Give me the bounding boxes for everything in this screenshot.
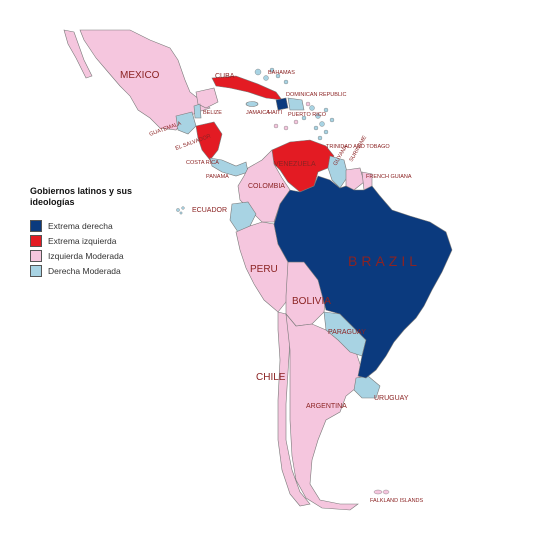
label-trinidad: TRINIDAD AND TOBAGO [326,144,390,150]
label-uruguay: URUGUAY [374,395,409,402]
legend-title: Gobiernos latinos y sus ideologías [30,186,133,207]
legend-item-moderate-left: Izquierda Moderada [30,248,170,263]
label-falklands: FALKLAND ISLANDS [370,498,424,504]
venezuela-region[interactable] [271,139,335,193]
galapagos-islands [176,206,185,215]
dominican-republic-region[interactable] [287,97,305,111]
label-mexico: MEXICO [120,70,160,81]
haiti-region[interactable] [275,97,289,111]
falkland-islands [373,489,390,495]
brazil-region[interactable] [273,175,453,379]
swatch-moderate-left [30,249,42,262]
label-chile: CHILE [256,372,286,383]
map-legend: Gobiernos latinos y sus ideologías Extre… [30,186,170,278]
label-belize: BELIZE [203,110,222,116]
belize-region[interactable] [193,103,202,119]
lesser-antilles-pink [273,101,311,131]
label-colombia: COLOMBIA [248,183,285,190]
bahamas-islands [254,67,289,85]
swatch-extreme-right [30,219,42,232]
label-jamaica: JAMAICA [246,110,270,116]
nicaragua-region[interactable] [195,121,223,161]
swatch-moderate-right [30,264,42,277]
legend-item-extreme-left: Extrema izquierda [30,233,170,248]
chile-region[interactable] [277,311,311,507]
cuba-region[interactable] [211,75,283,101]
label-brazil: BRAZIL [348,253,421,269]
label-puerto-rico: PUERTO RICO [288,112,327,118]
label-costa-rica: COSTA RICA [186,160,219,166]
suriname-region[interactable] [345,167,365,191]
yucatan [195,87,219,109]
swatch-extreme-left [30,234,42,247]
baja-california [63,29,93,79]
guatemala-region[interactable] [175,111,197,135]
label-ecuador: ECUADOR [192,207,227,214]
lesser-antilles [301,105,335,141]
label-dominican-republic: DOMINICAN REPUBLIC [286,92,347,98]
label-argentina: ARGENTINA [306,403,347,410]
label-paraguay: PARAGUAY [328,329,366,336]
legend-item-extreme-right: Extrema derecha [30,218,170,233]
legend-item-moderate-right: Derecha Moderada [30,263,170,278]
label-french-guiana: FRENCH GUIANA [366,174,412,180]
label-haiti: HAITI [268,110,283,116]
label-venezuela: VENEZUELA [274,161,316,168]
label-bahamas: BAHAMAS [268,70,295,76]
jamaica-region[interactable] [245,101,259,107]
label-panama: PANAMA [206,174,229,180]
label-peru: PERU [250,264,278,275]
label-bolivia: BOLIVIA [292,296,331,307]
label-cuba: CUBA [215,73,235,80]
